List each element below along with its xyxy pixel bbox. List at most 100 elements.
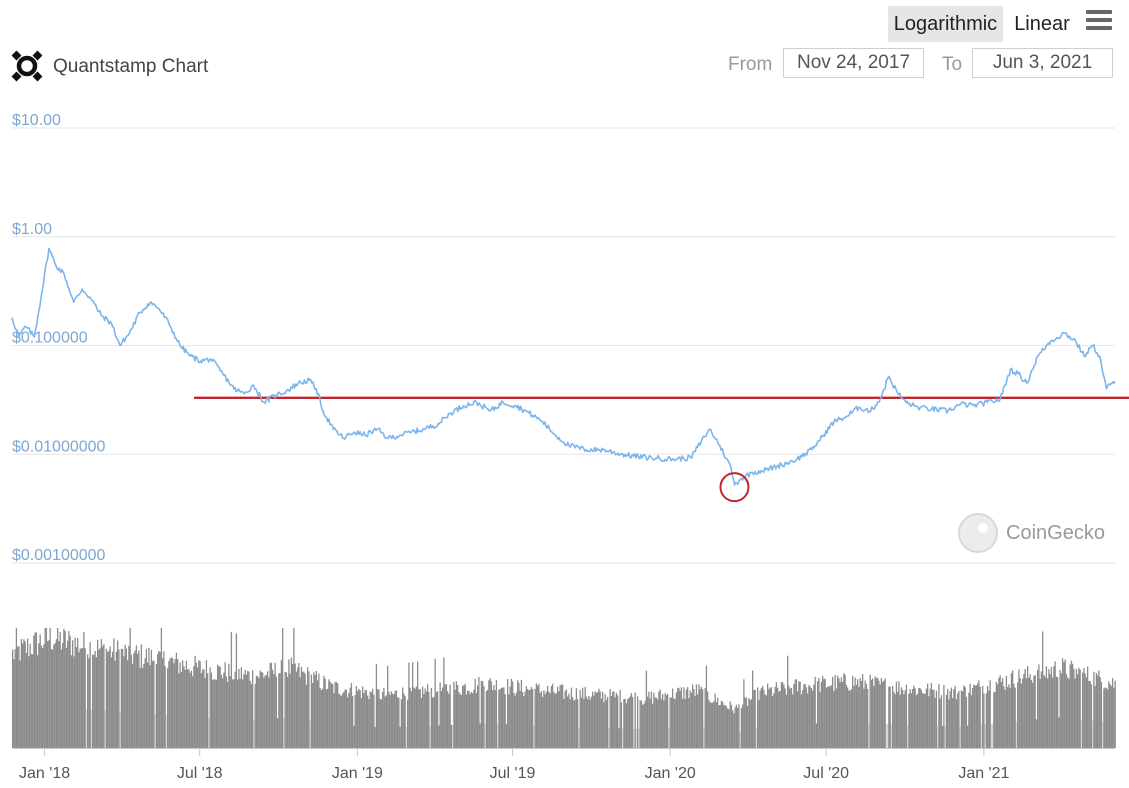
volume-bar bbox=[1059, 669, 1061, 748]
volume-bar bbox=[198, 660, 200, 748]
to-date-input[interactable] bbox=[972, 48, 1113, 78]
volume-bar bbox=[772, 696, 774, 748]
volume-bar bbox=[993, 692, 995, 748]
volume-bar bbox=[438, 725, 440, 748]
volume-bar bbox=[213, 679, 215, 748]
volume-bar bbox=[980, 724, 983, 748]
volume-bar bbox=[584, 686, 586, 748]
volume-bar bbox=[1062, 658, 1064, 748]
volume-bar bbox=[318, 673, 320, 748]
volume-bar bbox=[982, 685, 984, 748]
volume-bar bbox=[564, 691, 566, 748]
volume-bar bbox=[594, 691, 596, 748]
volume-bar bbox=[415, 686, 418, 748]
volume-bar bbox=[23, 639, 25, 748]
volume-bar bbox=[573, 700, 575, 748]
volume-bar bbox=[264, 675, 266, 748]
volume-bar bbox=[672, 688, 674, 748]
linear-scale-button[interactable]: Linear bbox=[1014, 13, 1070, 35]
volume-bar bbox=[15, 628, 18, 748]
volume-bar bbox=[85, 708, 88, 748]
volume-bar bbox=[717, 697, 719, 748]
volume-bar bbox=[514, 695, 516, 748]
volume-bar bbox=[150, 649, 153, 748]
volume-bar bbox=[964, 687, 966, 748]
volume-bar bbox=[795, 679, 798, 748]
volume-bar bbox=[480, 680, 483, 748]
volume-bar bbox=[75, 647, 78, 748]
volume-bar bbox=[478, 677, 480, 748]
volume-bar bbox=[913, 685, 915, 748]
volume-bar bbox=[528, 690, 530, 748]
volume-bar bbox=[169, 658, 171, 748]
from-date-input[interactable] bbox=[783, 48, 924, 78]
volume-bar bbox=[300, 666, 303, 748]
volume-bar bbox=[934, 697, 936, 748]
volume-bar bbox=[938, 683, 940, 748]
volume-bar bbox=[1089, 681, 1091, 748]
volume-bar bbox=[623, 698, 625, 748]
volume-bar bbox=[639, 700, 641, 748]
volume-bar bbox=[729, 701, 731, 748]
volume-bar bbox=[219, 666, 221, 748]
volume-bar bbox=[764, 694, 766, 748]
volume-bar bbox=[475, 692, 478, 748]
volume-bar bbox=[44, 628, 46, 748]
volume-bar bbox=[999, 675, 1001, 748]
volume-bar bbox=[444, 684, 446, 748]
volume-bar bbox=[167, 668, 169, 748]
volume-bar bbox=[953, 689, 955, 748]
volume-bar bbox=[474, 678, 476, 748]
volume-bar bbox=[907, 725, 909, 748]
volume-bar bbox=[148, 647, 150, 748]
volume-bar bbox=[1072, 663, 1074, 748]
volume-bar bbox=[550, 686, 553, 748]
volume-bar bbox=[482, 681, 484, 748]
volume-bar bbox=[552, 683, 554, 748]
volume-bar bbox=[140, 644, 143, 748]
volume-bar bbox=[695, 684, 698, 748]
volume-bar bbox=[34, 632, 36, 748]
volume-bar bbox=[145, 648, 148, 748]
volume-bar bbox=[565, 689, 568, 748]
volume-bar bbox=[857, 679, 859, 748]
hamburger-menu-icon[interactable] bbox=[1086, 10, 1112, 32]
volume-bar bbox=[1109, 684, 1111, 748]
volume-bar bbox=[283, 717, 285, 748]
volume-bar bbox=[805, 687, 808, 748]
volume-bar bbox=[534, 688, 536, 748]
volume-bar bbox=[860, 680, 863, 748]
volume-bar bbox=[1085, 677, 1088, 748]
volume-bar bbox=[435, 692, 438, 748]
volume-bar bbox=[245, 674, 248, 748]
volume-bar bbox=[765, 695, 768, 748]
volume-bar bbox=[592, 691, 594, 748]
volume-bar bbox=[305, 684, 308, 748]
volume-bar bbox=[922, 693, 924, 748]
volume-bar bbox=[693, 689, 695, 748]
volume-bar bbox=[872, 678, 874, 748]
volume-bar bbox=[853, 685, 855, 748]
volume-bar bbox=[110, 657, 113, 748]
volume-bar bbox=[379, 698, 381, 748]
volume-bar bbox=[114, 660, 116, 748]
volume-bar bbox=[595, 692, 598, 748]
volume-bar bbox=[309, 720, 311, 748]
volume-bar bbox=[57, 628, 59, 748]
volume-bar bbox=[298, 662, 300, 748]
volume-bar bbox=[1078, 667, 1080, 748]
volume-bar bbox=[862, 674, 864, 748]
volume-bar bbox=[642, 704, 644, 748]
volume-bar bbox=[139, 667, 141, 748]
volume-bar bbox=[87, 654, 89, 748]
volume-bar bbox=[663, 700, 665, 748]
volume-bar bbox=[492, 690, 494, 748]
volume-bar bbox=[629, 696, 631, 748]
volume-bar bbox=[317, 680, 319, 748]
volume-bar bbox=[515, 692, 518, 748]
volume-bar bbox=[1073, 668, 1075, 748]
volume-bar bbox=[409, 687, 411, 748]
volume-bar bbox=[1087, 666, 1089, 748]
logarithmic-scale-button[interactable]: Logarithmic bbox=[888, 6, 1003, 42]
volume-bar bbox=[959, 726, 961, 748]
